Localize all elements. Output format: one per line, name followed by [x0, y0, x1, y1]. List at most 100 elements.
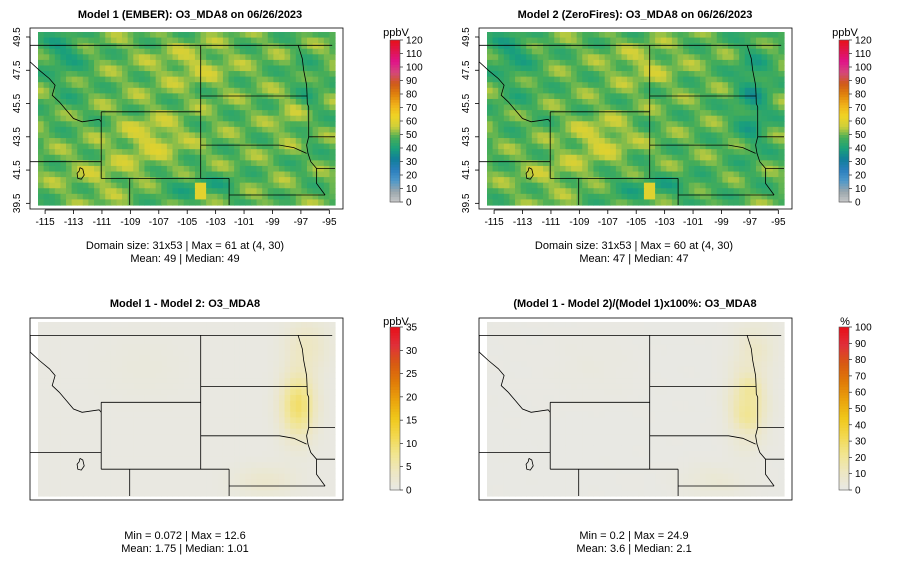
heatmap-cell [94, 88, 100, 94]
heatmap-cell [234, 350, 240, 356]
heatmap-cell [318, 350, 324, 356]
heatmap-cell [588, 71, 594, 77]
heatmap-cell [72, 373, 78, 379]
heatmap-cell [543, 77, 549, 83]
heatmap-cell [88, 333, 94, 339]
heatmap-cell [745, 138, 751, 144]
heatmap-cell [212, 339, 218, 345]
heatmap-cell [133, 350, 139, 356]
heatmap-cell [268, 367, 274, 373]
heatmap-cell [206, 71, 212, 77]
heatmap-cell [139, 322, 145, 328]
heatmap-cell [655, 65, 661, 71]
heatmap-cell [229, 121, 235, 127]
heatmap-cell [212, 401, 218, 407]
heatmap-cell [655, 88, 661, 94]
heatmap-cell [77, 138, 83, 144]
heatmap-cell [100, 32, 106, 38]
heatmap-cell [577, 172, 583, 178]
heatmap-cell [778, 149, 784, 155]
heatmap-cell [156, 194, 162, 200]
heatmap-cell [273, 395, 279, 401]
heatmap-cell [329, 199, 335, 205]
heatmap-cell [728, 43, 734, 49]
heatmap-cell [666, 121, 672, 127]
heatmap-cell [133, 166, 139, 172]
heatmap-cell [116, 116, 122, 122]
legend-tick-label: 20 [406, 171, 418, 182]
heatmap-cell [487, 116, 493, 122]
heatmap-cell [156, 144, 162, 150]
heatmap-cell [60, 54, 66, 60]
heatmap-cell [633, 155, 639, 161]
heatmap-cell [245, 462, 251, 468]
heatmap-cell [66, 177, 72, 183]
heatmap-cell [55, 395, 61, 401]
heatmap-cell [156, 389, 162, 395]
heatmap-cell [582, 71, 588, 77]
heatmap-cell [621, 77, 627, 83]
heatmap-cell [279, 406, 285, 412]
heatmap-cell [268, 199, 274, 205]
heatmap-cell [240, 361, 246, 367]
heatmap-cell [55, 344, 61, 350]
heatmap-cell [324, 423, 330, 429]
heatmap-cell [739, 77, 745, 83]
heatmap-cell [577, 93, 583, 99]
heatmap-cell [285, 384, 291, 390]
heatmap-cell [116, 384, 122, 390]
heatmap-cell [44, 333, 50, 339]
heatmap-cell [257, 144, 263, 150]
heatmap-cell [616, 38, 622, 44]
heatmap-cell [290, 110, 296, 116]
heatmap-cell [296, 60, 302, 66]
heatmap-cell [240, 333, 246, 339]
heatmap-cell [55, 328, 61, 334]
heatmap-cell [650, 60, 656, 66]
heatmap-cell [515, 49, 521, 55]
heatmap-cell [638, 121, 644, 127]
heatmap-cell [189, 160, 195, 166]
heatmap-cell [88, 138, 94, 144]
heatmap-cell [605, 132, 611, 138]
heatmap-cell [706, 132, 712, 138]
heatmap-cell [161, 395, 167, 401]
heatmap-cell [532, 144, 538, 150]
heatmap-cell [279, 60, 285, 66]
heatmap-cell [44, 105, 50, 111]
heatmap-cell [94, 344, 100, 350]
heatmap-cell [122, 82, 128, 88]
heatmap-cell [554, 82, 560, 88]
heatmap-cell [189, 322, 195, 328]
heatmap-cell [172, 110, 178, 116]
heatmap-cell [262, 378, 268, 384]
heatmap-cell [189, 429, 195, 435]
heatmap-cell [44, 144, 50, 150]
heatmap-cell [694, 49, 700, 55]
heatmap-cell [195, 356, 201, 362]
heatmap-cell [290, 434, 296, 440]
heatmap-cell [201, 155, 207, 161]
heatmap-cell [313, 395, 319, 401]
heatmap-cell [262, 121, 268, 127]
heatmap-cell [88, 183, 94, 189]
heatmap-cell [229, 138, 235, 144]
heatmap-cell [60, 423, 66, 429]
heatmap-cell [532, 105, 538, 111]
heatmap-cell [139, 93, 145, 99]
heatmap-cell [55, 194, 61, 200]
heatmap-cell [217, 412, 223, 418]
heatmap-cell [268, 389, 274, 395]
heatmap-cell [206, 401, 212, 407]
heatmap-cell [201, 401, 207, 407]
heatmap-cell [83, 344, 89, 350]
heatmap-cell [55, 132, 61, 138]
heatmap-cell [212, 412, 218, 418]
x-tick-label: -103 [206, 217, 226, 228]
heatmap-cell [493, 38, 499, 44]
heatmap-cell [262, 417, 268, 423]
heatmap-cell [212, 166, 218, 172]
heatmap-cell [139, 344, 145, 350]
heatmap-cell [60, 373, 66, 379]
heatmap-cell [290, 132, 296, 138]
